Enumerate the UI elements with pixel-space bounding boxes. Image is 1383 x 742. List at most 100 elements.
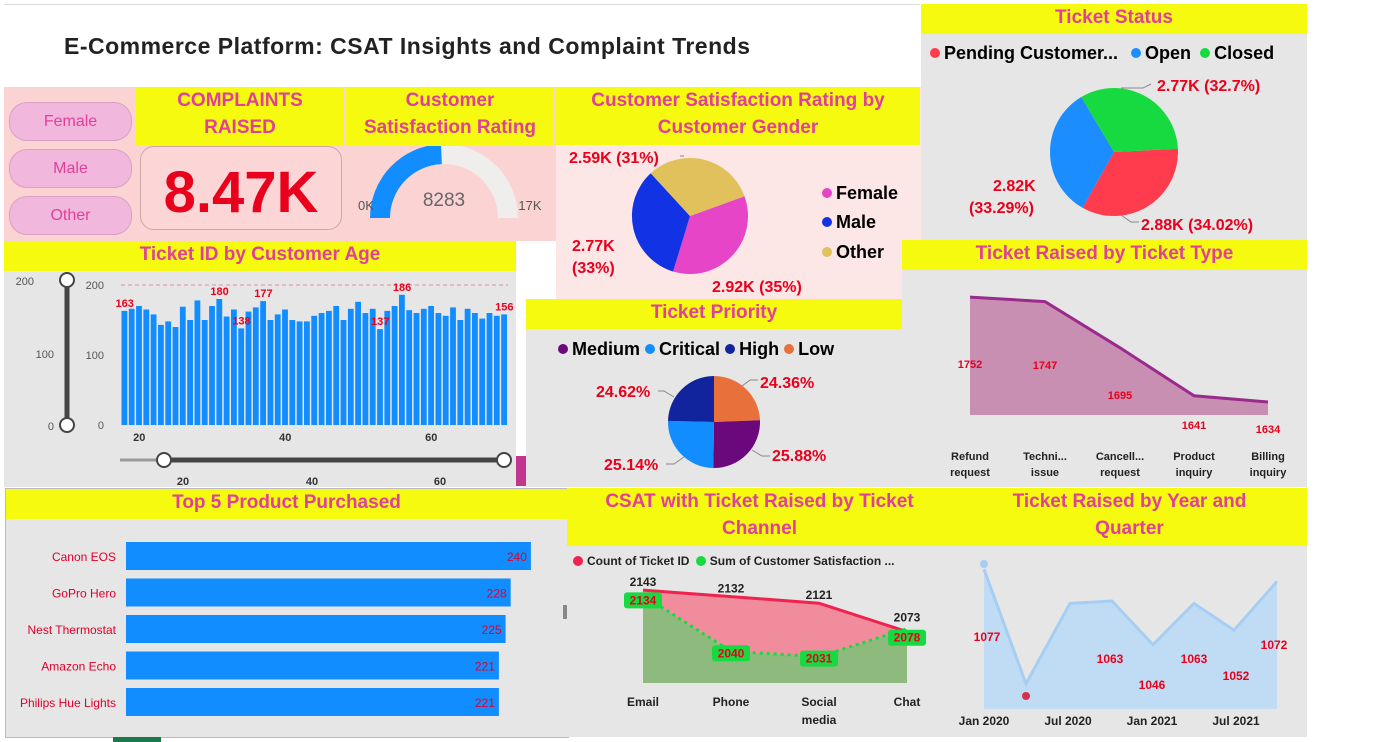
age-bar[interactable] (406, 310, 413, 425)
age-bar[interactable] (172, 327, 179, 425)
age-bar[interactable] (194, 300, 201, 425)
age-bar[interactable] (391, 306, 398, 425)
priority-slice-critical[interactable] (667, 420, 714, 468)
age-bar[interactable] (311, 315, 318, 425)
csat-channel-chart: 2143 2132 2121 2073 2134 2040 2031 2078 Email Ph… (624, 575, 926, 727)
age-bar[interactable] (464, 308, 471, 425)
age-bar[interactable] (128, 308, 135, 425)
age-bar[interactable] (201, 320, 208, 425)
age-bar[interactable] (231, 309, 237, 426)
gender-slice-male[interactable] (631, 173, 690, 272)
age-bar[interactable] (223, 316, 230, 426)
age-bar[interactable] (121, 310, 128, 425)
age-bar[interactable] (428, 306, 434, 425)
age-bar[interactable] (209, 306, 215, 425)
gender-legend-male: Male (822, 212, 876, 233)
age-bar[interactable] (274, 314, 281, 425)
status-legend: Pending Customer... Open Closed (930, 43, 1274, 64)
year-quarter-start-marker (980, 560, 988, 568)
age-bar[interactable] (143, 309, 150, 426)
age-bar[interactable] (165, 321, 172, 425)
age-bar[interactable] (267, 320, 274, 425)
age-bar[interactable] (450, 307, 456, 425)
age-bar[interactable] (238, 328, 245, 425)
hslider-handle-right[interactable] (496, 452, 512, 468)
priority-slice-low[interactable] (714, 376, 760, 422)
age-bar[interactable] (333, 306, 340, 425)
age-bar[interactable] (472, 313, 478, 425)
age-bar[interactable] (413, 313, 420, 425)
age-bar[interactable] (384, 310, 391, 425)
age-bar[interactable] (296, 321, 303, 425)
age-bar[interactable] (252, 307, 259, 425)
age-bar[interactable] (187, 320, 193, 425)
age-chart: 200 100 0 200 100 0 20 40 60 163 180 138 177 137 1… (16, 272, 513, 487)
age-bar[interactable] (377, 329, 383, 425)
vslider-handle-bottom[interactable] (59, 417, 75, 433)
priority-slice-medium[interactable] (668, 376, 714, 422)
age-bar[interactable] (479, 318, 486, 425)
slicer-other-button[interactable]: Other (9, 196, 132, 235)
type-x-label: Refund (951, 451, 989, 463)
product-bar[interactable] (126, 578, 511, 607)
priority-slice-high[interactable] (713, 420, 761, 469)
age-bar[interactable] (355, 301, 361, 425)
year-quarter-min-marker (1022, 692, 1030, 700)
yq-data-label: 1046 (1139, 678, 1166, 692)
age-bar[interactable] (486, 313, 493, 425)
status-slice-pending-customer[interactable] (1082, 148, 1178, 217)
status-label-closed: 2.77K (32.7%) (1157, 78, 1260, 95)
status-slice-open[interactable] (1049, 97, 1114, 208)
gender-slice-other[interactable] (650, 157, 745, 216)
top-products-title: Top 5 Product Purchased (6, 489, 567, 519)
status-leader-closed (1121, 83, 1152, 89)
vslider-handle-top[interactable] (59, 272, 75, 288)
ticket-status-title: Ticket Status (921, 4, 1307, 34)
age-bar[interactable] (216, 299, 223, 425)
x-tick-label: 20 (133, 432, 145, 444)
year-quarter-title: Ticket Raised by Year and Quarter (952, 488, 1307, 546)
age-bar[interactable] (362, 313, 369, 425)
age-bar[interactable] (420, 308, 427, 425)
priority-legend: Medium Critical High Low (558, 339, 834, 360)
age-bar[interactable] (304, 321, 310, 425)
product-bar[interactable] (126, 542, 531, 570)
age-bar[interactable] (245, 311, 252, 425)
age-bar[interactable] (136, 306, 142, 425)
gender-slice-female[interactable] (673, 196, 748, 275)
yq-data-label: 1077 (974, 630, 1001, 644)
age-bar[interactable] (369, 308, 376, 425)
status-slice-closed[interactable] (1081, 88, 1178, 152)
product-bar[interactable] (126, 615, 506, 643)
age-bar[interactable] (501, 314, 507, 425)
age-bar[interactable] (318, 313, 325, 425)
age-bar[interactable] (158, 324, 164, 425)
scroll-handle[interactable] (516, 456, 526, 486)
age-bar[interactable] (340, 320, 347, 425)
age-bar[interactable] (326, 310, 332, 425)
product-bar[interactable] (126, 688, 499, 716)
age-bar[interactable] (457, 320, 464, 425)
type-x-label: inquiry (1176, 467, 1214, 479)
age-data-label: 186 (393, 282, 411, 294)
count-area (643, 590, 907, 657)
product-bar[interactable] (126, 651, 499, 680)
sheet-tab[interactable] (113, 737, 161, 742)
age-bar[interactable] (150, 314, 157, 425)
age-bar[interactable] (179, 306, 186, 425)
age-bar[interactable] (260, 301, 266, 425)
age-bar[interactable] (442, 315, 449, 425)
legend-dot (822, 247, 832, 258)
age-bar[interactable] (435, 313, 442, 425)
top-products-resize-handle[interactable] (563, 605, 567, 619)
age-bar[interactable] (493, 315, 500, 425)
age-bar[interactable] (289, 320, 296, 425)
slicer-female-button[interactable]: Female (9, 102, 132, 141)
age-bar[interactable] (282, 309, 288, 426)
gender-pie-title: Customer Satisfaction Rating by Customer… (556, 87, 920, 145)
age-bar[interactable] (347, 308, 354, 425)
slicer-male-button[interactable]: Male (9, 149, 132, 188)
yq-x-tick: Jul 2020 (1044, 714, 1092, 728)
hslider-handle-left[interactable] (156, 452, 172, 468)
age-bar[interactable] (399, 294, 405, 425)
